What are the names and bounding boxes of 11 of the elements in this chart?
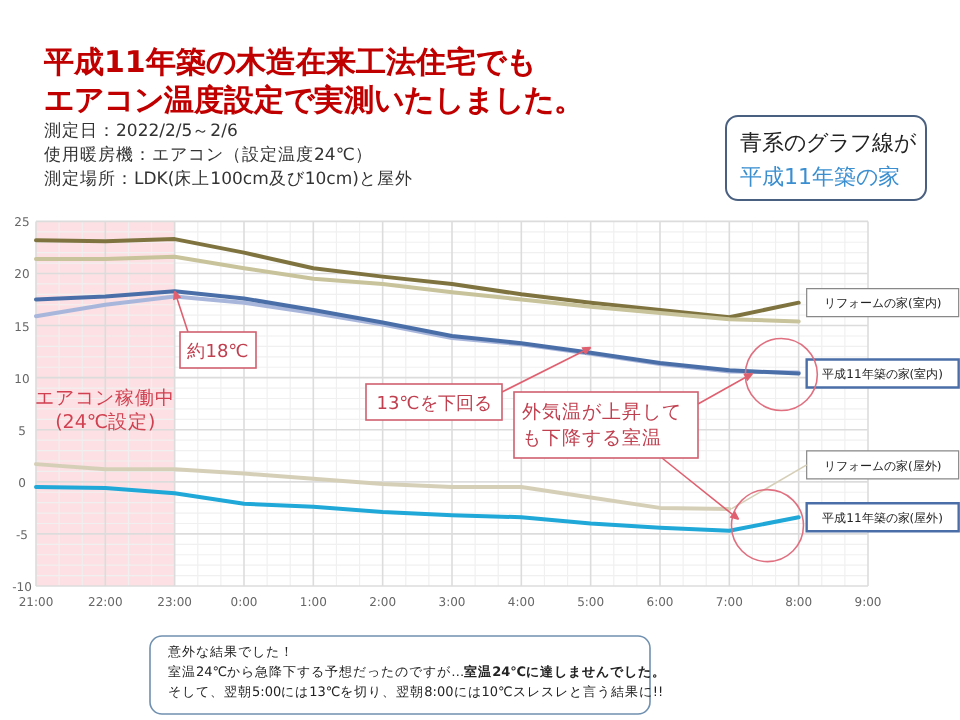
text: 使用暖房機：エアコン（設定温度24℃） — [44, 144, 373, 166]
line-series — [34, 254, 801, 324]
text: 測定場所：LDK(床上100cm及び10cm)と屋外 — [44, 168, 413, 190]
chart-subtitle: 測定日：2022/2/5～2/6 — [44, 120, 238, 142]
annotation: 約18℃ — [187, 341, 249, 363]
line-series — [34, 237, 801, 320]
text: 青系のグラフ線が平成11年築の家 — [740, 130, 918, 190]
annotation: 外気温が上昇しても下降する室温 — [522, 400, 682, 450]
chart-title: 平成11年築の木造在来工法住宅でもエアコン温度設定で実測いたしました。 — [42, 44, 584, 118]
annotation: 13℃を下回る — [376, 395, 492, 415]
band-label: エアコン稼働中 (24℃設定) — [35, 385, 176, 434]
